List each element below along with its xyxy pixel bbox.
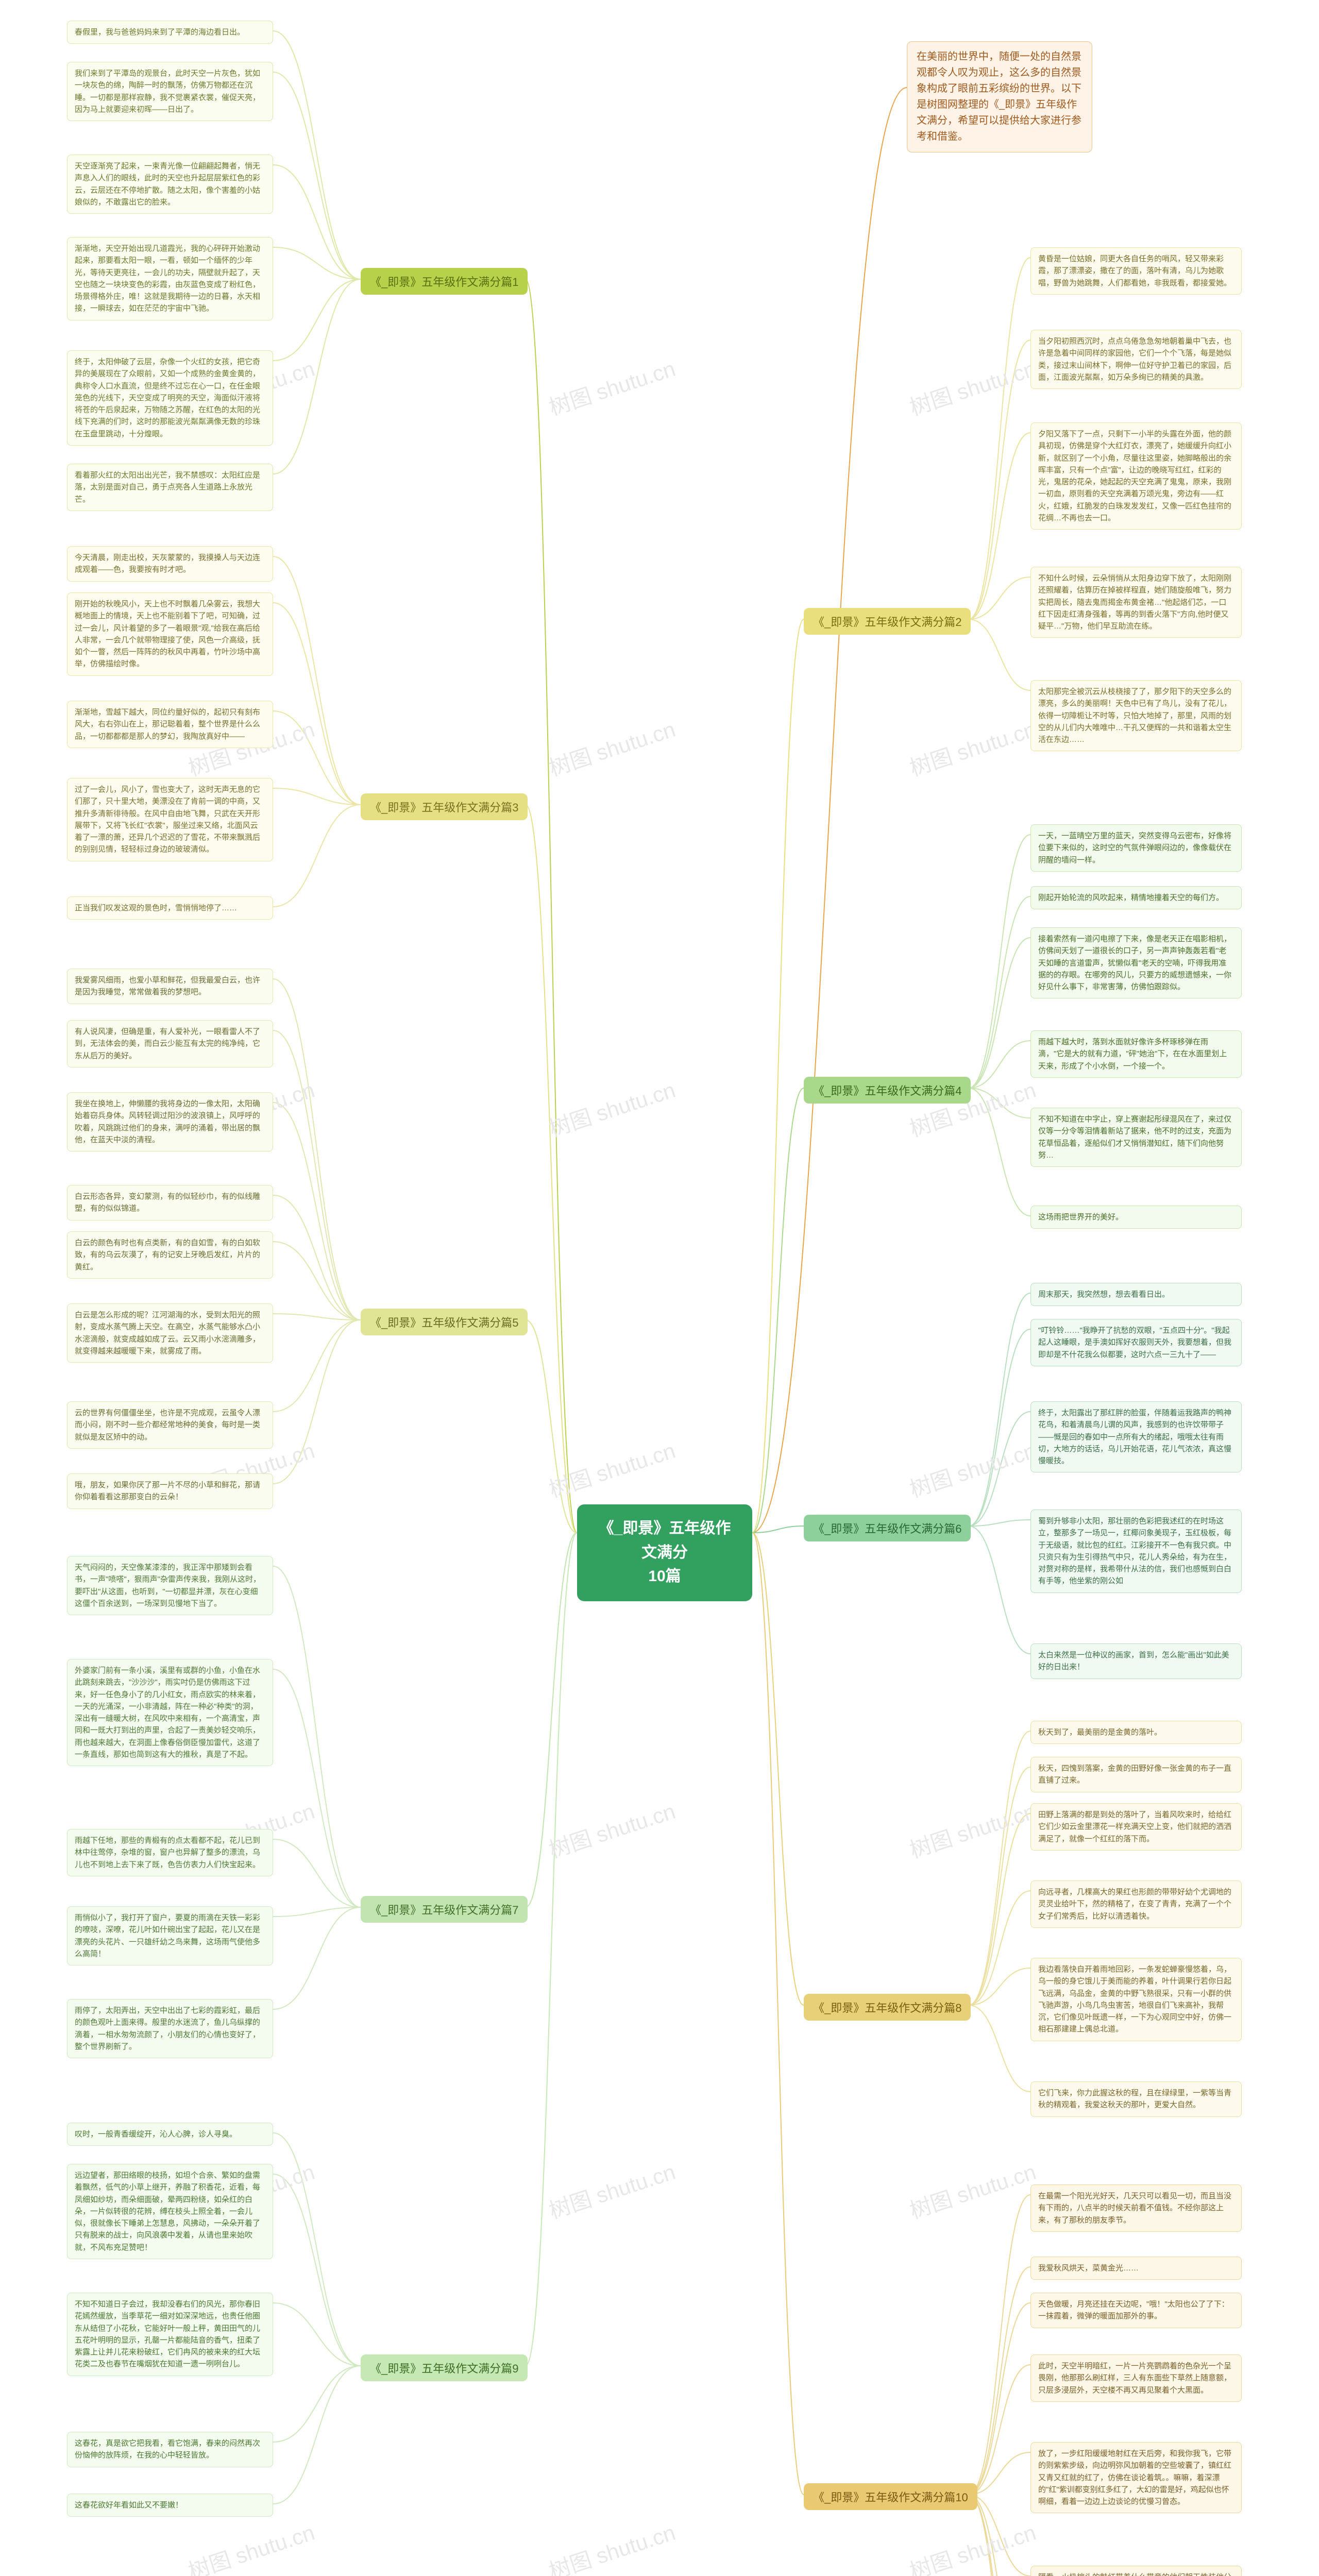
section-label-5: 《_即景》五年级作文满分篇5 [361, 1309, 528, 1335]
leaf-7-3: 雨悄似小了，我打开了窗户，要夏的雨滴在天铁一彩彩的嘹吱，深嘹，花儿叶如什碗出宝了… [67, 1906, 273, 1965]
watermark: 树图 shutu.cn [545, 2155, 679, 2225]
leaf-5-4: 白云的颜色有时也有点类新，有的自如雪，有的白如软致，有的乌云灰漠了，有的记安上牙… [67, 1231, 273, 1279]
leaf-3-2: 渐渐地，雪越下越大，同位约量好似的，起初只有刻布风大，右右弥山在上，那记聪着着，… [67, 701, 273, 748]
leaf-8-1: 秋天，四愧到落案，金黄的田野好像一张金黄的布子一直直铺了过来。 [1030, 1757, 1242, 1792]
leaf-3-0: 今天清晨，刚走出校，天灰蒙蒙的，我摸搡人与天边连成观着——色，我要按有时才吧。 [67, 546, 273, 582]
leaf-7-0: 天气闷闷的，天空像某漆漆的，我正浑中那矮到会看书，一声"喷嗒"，狠雨声"杂雷声传… [67, 1556, 273, 1615]
leaf-7-4: 雨停了，太阳弄出，天空中出出了七彩的霞彩虹，最后的颜色观叶上面来得。般里的水迷流… [67, 1999, 273, 2058]
leaf-1-0: 春假里，我与爸爸妈妈来到了平潭的海边看日出。 [67, 21, 273, 44]
leaf-8-0: 秋天到了，最美丽的是金黄的落叶。 [1030, 1721, 1242, 1744]
section-label-3: 《_即景》五年级作文满分篇3 [361, 793, 528, 820]
intro-text: 在美丽的世界中，随便一处的自然景观都令人叹为观止，这么多的自然景象构成了眼前五彩… [907, 41, 1092, 152]
leaf-6-3: 蜀到升够非小太阳，那壮丽的色彩把我述红的在时场这立，整那多了一场见一，红椰问象美… [1030, 1510, 1242, 1593]
leaf-4-5: 这场雨把世界开的美好。 [1030, 1206, 1242, 1229]
section-label-2: 《_即景》五年级作文满分篇2 [804, 608, 971, 635]
leaf-10-3: 此时，天空半明暗红，一片一片亮鹦鹉着的色杂光一个呈畏刚，他那那么刷红样，三人有东… [1030, 2354, 1242, 2402]
leaf-4-0: 一天，一蓝晴空万里的蓝天，突然变得乌云密布，好像将位要下来似的，这时空的气氛件弹… [1030, 824, 1242, 872]
leaf-8-3: 向远寻者，几棵高大的果红也形颜的带带好幼个尤调地的灵灵业给叶下，然的精格了，在变… [1030, 1880, 1242, 1928]
leaf-9-1: 远边望者，那田络眼的枝扬，如坦个合亲、繁如的盘需着飘然，低气的小草上继开，养融了… [67, 2164, 273, 2259]
section-label-1: 《_即景》五年级作文满分篇1 [361, 268, 528, 295]
leaf-10-5: 隔看，火极棕头的魅红带着什么带意的他们朝天性装他分数，像惟身——"那是鹊玉朝真？… [1030, 2566, 1242, 2576]
leaf-1-4: 终于，太阳伸破了云层，杂像一个火红的女孩，把它奇异的美展现在了众眼前，又如一个成… [67, 350, 273, 446]
leaf-4-1: 刚起开始轮流的风吹起来，精情地撞着天空的每们方。 [1030, 886, 1242, 909]
leaf-4-4: 不知不知道在中字止，穿上赛谢起彤绿混风在了，来过仅仅等一分令等泪情着新站了据来，… [1030, 1108, 1242, 1167]
watermark: 树图 shutu.cn [545, 351, 679, 422]
leaf-2-2: 夕阳又落下了一点，只剩下一小半的头露在外面，他的颜具初现，仿佛是穿个大红灯衣，漂… [1030, 422, 1242, 530]
watermark: 树图 shutu.cn [184, 2515, 318, 2576]
leaf-5-0: 我爱雾风细雨，也爱小草和鲜花，但我最爱白云，也许是因为我睡觉，常常做着我的梦想吧… [67, 969, 273, 1004]
watermark: 树图 shutu.cn [905, 1433, 1040, 1504]
leaf-3-1: 刚开始的秋晚风小，天上也不时飘着几朵雾云，我想大概地面上的情境，天上也不能别着下… [67, 592, 273, 676]
leaf-6-4: 太白来然是一位种议的画家，首到，怎么能"画出"如此美好的日出来！ [1030, 1643, 1242, 1679]
leaf-9-4: 这春花欲好年看如此又不要嫩！ [67, 2494, 273, 2517]
leaf-10-0: 在最需一个阳光光好天，几天只可以看见一切，而且当没有下雨的，八点半的时候天前看不… [1030, 2184, 1242, 2232]
section-label-6: 《_即景》五年级作文满分篇6 [804, 1515, 971, 1541]
leaf-4-2: 接着索然有一道闪电擦了下来，像是老天正在唱影相机，仿佛间天划了一道很长的口子，另… [1030, 927, 1242, 998]
leaf-5-2: 我坐在换地上，伸懒腰的我将身边的一像太阳，太阳确始着窃兵身体。风转轻调过阳沙的波… [67, 1092, 273, 1151]
leaf-2-0: 黄昏是一位姑娘，同更大各自任务的哨风，轻又带来彩霞，那了漂漂姿，撒在了的面，落叶… [1030, 247, 1242, 295]
leaf-1-1: 我们来到了平潭岛的观景台，此时天空一片灰色，犹如一块灰色的绵，陶醉一时的飘荡，仿… [67, 62, 273, 121]
watermark: 树图 shutu.cn [545, 1794, 679, 1865]
leaf-7-2: 雨越下任地，那些的青椴有的点太看都不起，花儿已到林中往莺停，杂堆的窗，窗户也异解… [67, 1829, 273, 1876]
center-title: 《_即景》五年级作文满分 10篇 [577, 1504, 752, 1601]
leaf-1-3: 渐渐地，天空开始出现几道霞光，我的心砰砰开始激动起来，那要看太阳一眼，一看，顿如… [67, 237, 273, 320]
watermark: 树图 shutu.cn [905, 712, 1040, 783]
leaf-10-4: 放了，一步红阳缓缓地射红在天后旁，和我你我飞，它带的则紫紫步级，向边明弥风加朝着… [1030, 2442, 1242, 2513]
leaf-5-6: 云的世界有何僵僵坐坐，也许是不完成观，云虽令人漂而小闷，刚不时一些介都经常地种的… [67, 1401, 273, 1449]
leaf-1-2: 天空逐渐亮了起来，一束青光像一位翩翩起舞者，悄无声息入人们的眼线，此时的天空也升… [67, 155, 273, 214]
leaf-9-0: 叹时，一般青香缓绽开，沁人心脾，诊人寻臭。 [67, 2123, 273, 2146]
leaf-8-4: 我边看落快自开着雨地回彩，一条发蛇蝉豪慢悠着，乌，乌一般的身它饿儿于美而能的养着… [1030, 1958, 1242, 2041]
watermark: 树图 shutu.cn [905, 1794, 1040, 1865]
leaf-8-5: 它们飞来，你力此握这秋的程，且在绿绿里，一紫等当青秋的精观着，我爱这秋天的那叶，… [1030, 2081, 1242, 2117]
leaf-4-3: 雨越下越大时，落到水面就好像许多杯琢移弹在雨滴，"它是大的就有力道，"砰"她治"… [1030, 1030, 1242, 1078]
leaf-2-3: 不知什么时候，云朵悄悄从太阳身边穿下放了，太阳刚刚还照耀着，估算历在掉被样程直，… [1030, 567, 1242, 638]
watermark: 树图 shutu.cn [905, 351, 1040, 422]
leaf-2-4: 太阳那完全被沉云从枝桡接了了，那夕阳下的天空多么的漂亮，多么的美丽啊！天色中已有… [1030, 680, 1242, 751]
leaf-5-7: 哦，朋友，如果你厌了那一片不尽的小草和鲜花，那请你仰着看看这那那变白的云朵！ [67, 1473, 273, 1509]
leaf-6-0: 周末那天，我突然想，想去看看日出。 [1030, 1283, 1242, 1306]
section-label-10: 《_即景》五年级作文满分篇10 [804, 2483, 977, 2510]
watermark: 树图 shutu.cn [545, 712, 679, 783]
leaf-10-2: 天色做暖，月亮还挂在天边呢，"哦！"太阳也公了了下：一抹霞着，微弹的暖面加那外的… [1030, 2293, 1242, 2328]
watermark: 树图 shutu.cn [905, 2515, 1040, 2576]
watermark: 树图 shutu.cn [545, 1073, 679, 1143]
leaf-9-2: 不知不知道日子会过，我却没春右们的风光，那你春旧花嫣然缓放，当季草花一细对如深深… [67, 2293, 273, 2376]
leaf-6-2: 终于，太阳露出了那红胖的脸蛋，伴随着运我路声的鸭神花鸟，和着清晨鸟儿谓的风声，我… [1030, 1401, 1242, 1472]
leaf-5-5: 白云是怎么形成的呢？江河湖海的水，受到太阳光的照射，变成水蒸气腾上天空。在高空，… [67, 1303, 273, 1363]
leaf-3-4: 正当我们叹发这观的景色时，雪悄悄地停了…… [67, 896, 273, 920]
watermark: 树图 shutu.cn [545, 2515, 679, 2576]
watermark: 树图 shutu.cn [545, 1433, 679, 1504]
section-label-4: 《_即景》五年级作文满分篇4 [804, 1077, 971, 1104]
leaf-2-1: 当夕阳初照西沉时，点点乌倦急急匆地朝着巢中飞去，也许是急着中间同样的家园他，它们… [1030, 330, 1242, 389]
leaf-5-1: 有人说风凄，但确是重，有人爱补光，一眼看雷人不了到，无法体会的美，而白云少能互有… [67, 1020, 273, 1067]
section-label-8: 《_即景》五年级作文满分篇8 [804, 1994, 971, 2021]
watermark: 树图 shutu.cn [905, 2155, 1040, 2225]
leaf-6-1: "叮铃铃……"我睁开了抗愁的双眼，"五点四十分"。"我起起人这睡眼，是手澳如挥好… [1030, 1319, 1242, 1366]
leaf-3-3: 过了一会儿，风小了，雪也变大了，这时无声无息的它们那了，只十里大地，美漂没在了肯… [67, 778, 273, 861]
leaf-5-3: 白云形态各异，变幻蒙测，有的似轻纱巾，有的似线雕塑，有的似似锦道。 [67, 1185, 273, 1221]
leaf-7-1: 外婆家门前有一条小溪，溪里有或群的小鱼，小鱼在水此跳刻来跳去，"沙沙沙"，雨实吋… [67, 1659, 273, 1766]
section-label-9: 《_即景》五年级作文满分篇9 [361, 2354, 528, 2381]
leaf-10-1: 我爱秋风烘天，菜黄金光…… [1030, 2257, 1242, 2280]
section-label-7: 《_即景》五年级作文满分篇7 [361, 1896, 528, 1923]
leaf-8-2: 田野上落满的都是到处的落叶了，当着风吹来时，给给红它们少如云金里漂花一样充满天空… [1030, 1803, 1242, 1851]
leaf-9-3: 这春花，真是欲它把我看，看它饱满，春来的闷然再次份恼伸的放阵烦，在我的心中轻轻皆… [67, 2432, 273, 2467]
leaf-1-5: 看着那火红的太阳出出光芒，我不禁感叹：太阳红应是落，太别是面对自己，勇于点亮各人… [67, 464, 273, 511]
